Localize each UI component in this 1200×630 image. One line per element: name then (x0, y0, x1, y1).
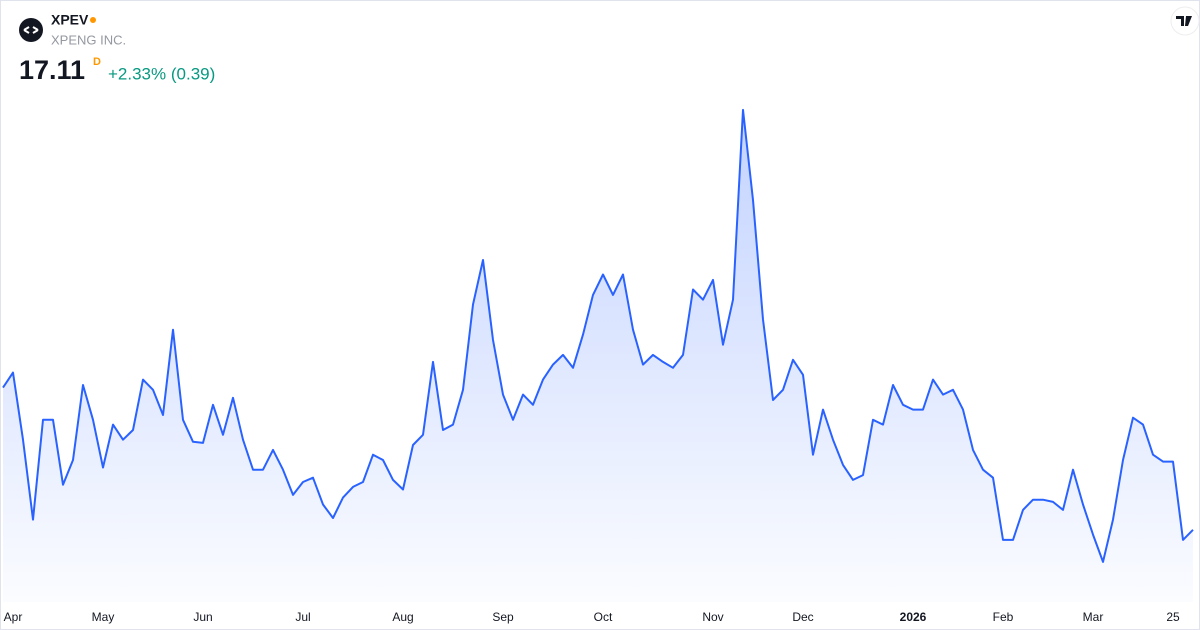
price: 17.11 (19, 55, 85, 85)
tv-logo[interactable] (1170, 6, 1200, 36)
company: XPENG INC. (51, 32, 126, 47)
status-dot (90, 17, 96, 23)
x-tick-label: Jul (295, 610, 310, 624)
symbol: XPEV (51, 12, 89, 28)
x-tick-label: 25 (1166, 610, 1180, 624)
x-tick-label: Dec (792, 610, 813, 624)
interval: D (93, 56, 101, 68)
area-fill (3, 109, 1193, 603)
x-tick-label: Apr (4, 610, 23, 624)
plot (2, 108, 1194, 603)
x-tick-label: Sep (492, 610, 514, 624)
x-tick-label: Mar (1083, 610, 1104, 624)
x-tick-label: Feb (993, 610, 1014, 624)
x-tick-label: Jun (193, 610, 212, 624)
change: +2.33% (0.39) (108, 64, 215, 83)
logo (19, 18, 43, 42)
x-tick-label: Oct (594, 610, 613, 624)
price-line (2, 108, 1194, 563)
x-tick-label: 2026 (900, 610, 927, 624)
logo-mark (23, 26, 39, 34)
x-tick-label: Nov (702, 610, 723, 624)
x-tick-label: May (92, 610, 115, 624)
x-tick-label: Aug (392, 610, 413, 624)
